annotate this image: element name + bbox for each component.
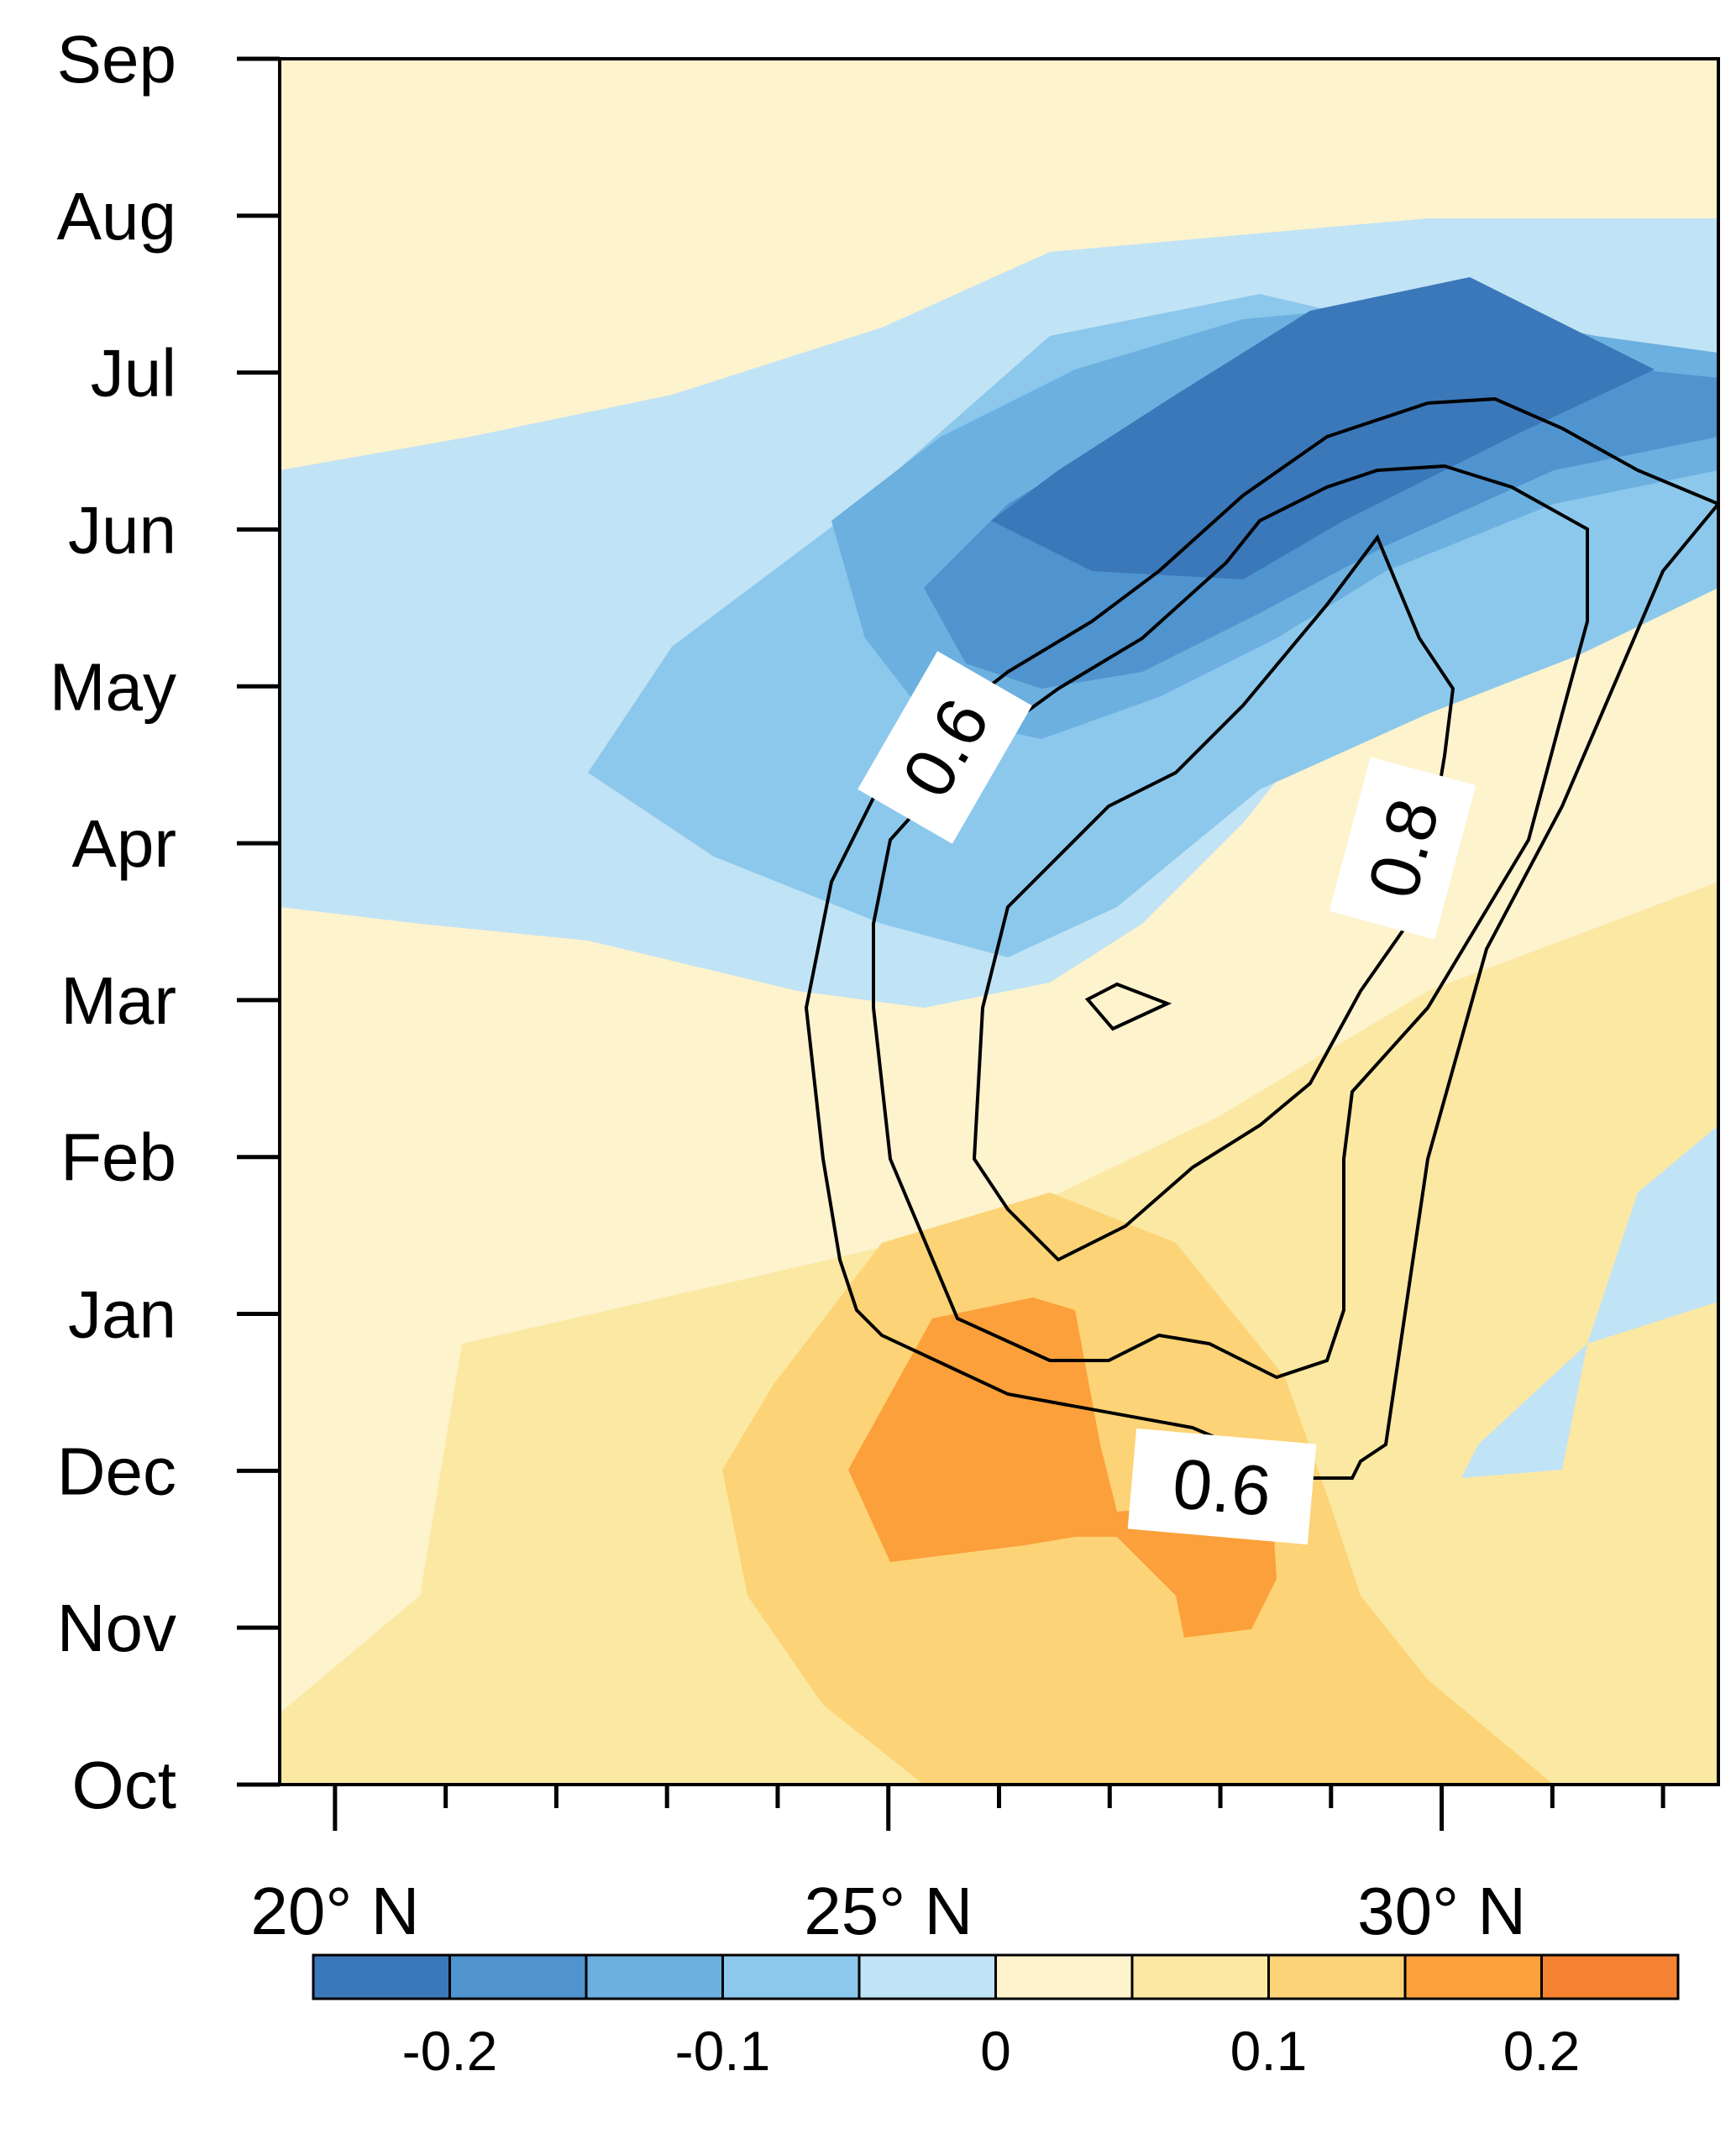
colorbar-swatch [721, 1953, 861, 2000]
y-tick-label: Nov [57, 1591, 176, 1665]
contour-label-box [1127, 1428, 1317, 1545]
contour-label-text: 0.6 [1170, 1444, 1275, 1531]
colorbar-tick-label: 0 [980, 2020, 1011, 2082]
colorbar-swatch [448, 1953, 588, 2000]
colorbar-swatch [1130, 1953, 1270, 2000]
contour-0.8-small [1084, 982, 1172, 1031]
colorbar-swatch [585, 1953, 724, 2000]
colorbar: -0.2 -0.1 0 0.1 0.2 [312, 1953, 1680, 2082]
y-axis: Oct Nov Dec Jan Feb Mar Apr May Jun Jul Aug Sep [50, 22, 280, 1822]
y-tick-label: Aug [57, 179, 176, 254]
y-tick-label: Apr [72, 806, 177, 881]
y-tick-label: Dec [57, 1434, 176, 1508]
colorbar-swatch [994, 1953, 1134, 2000]
band-neg-0.2 [991, 277, 1655, 579]
y-tick-label: May [50, 649, 176, 724]
contour-0.7 [872, 464, 1589, 1380]
y-tick-label: Oct [72, 1748, 176, 1822]
contour-0.8 [972, 534, 1455, 1262]
band-east-low [1461, 1125, 1718, 1478]
colorbar-swatch [858, 1953, 997, 2000]
y-tick-label: Jan [68, 1277, 176, 1352]
y-tick-label: Feb [60, 1120, 176, 1195]
contour-0.6 [804, 396, 1718, 1480]
colorbar-tick-label: -0.2 [402, 2020, 498, 2082]
colorbar-tick-label: 0.1 [1230, 2020, 1308, 2082]
contour-label: 0.6 [858, 651, 1032, 844]
y-tick-label: Mar [60, 963, 176, 1038]
colorbar-tick-label: -0.1 [675, 2020, 771, 2082]
colorbar-tick-label: 0.2 [1503, 2020, 1581, 2082]
contour-labels: 0.6 0.8 0.6 [858, 651, 1476, 1545]
y-tick-label: Jun [68, 492, 176, 567]
contour-label: 0.8 [1329, 757, 1476, 940]
x-tick-label: 20° N [250, 1874, 419, 1948]
colorbar-swatch [1540, 1953, 1680, 2000]
contour-label-box [1329, 757, 1476, 940]
colorbar-swatch [1403, 1953, 1543, 2000]
colorbar-swatch [1267, 1953, 1407, 2000]
x-axis: 20° N 25° N 30° N [250, 1785, 1665, 1948]
band-0.15-0.2 [848, 1298, 1277, 1638]
y-tick-label: Sep [57, 22, 176, 97]
y-tick-label: Jul [91, 336, 176, 411]
contour-label: 0.6 [1127, 1428, 1317, 1545]
contour-label-box [858, 651, 1032, 844]
contour-lines [804, 396, 1718, 1480]
x-tick-label: 25° N [804, 1874, 973, 1948]
x-tick-label: 30° N [1357, 1874, 1526, 1948]
colorbar-swatch [312, 1953, 451, 2000]
contour-fill [280, 59, 1718, 1785]
